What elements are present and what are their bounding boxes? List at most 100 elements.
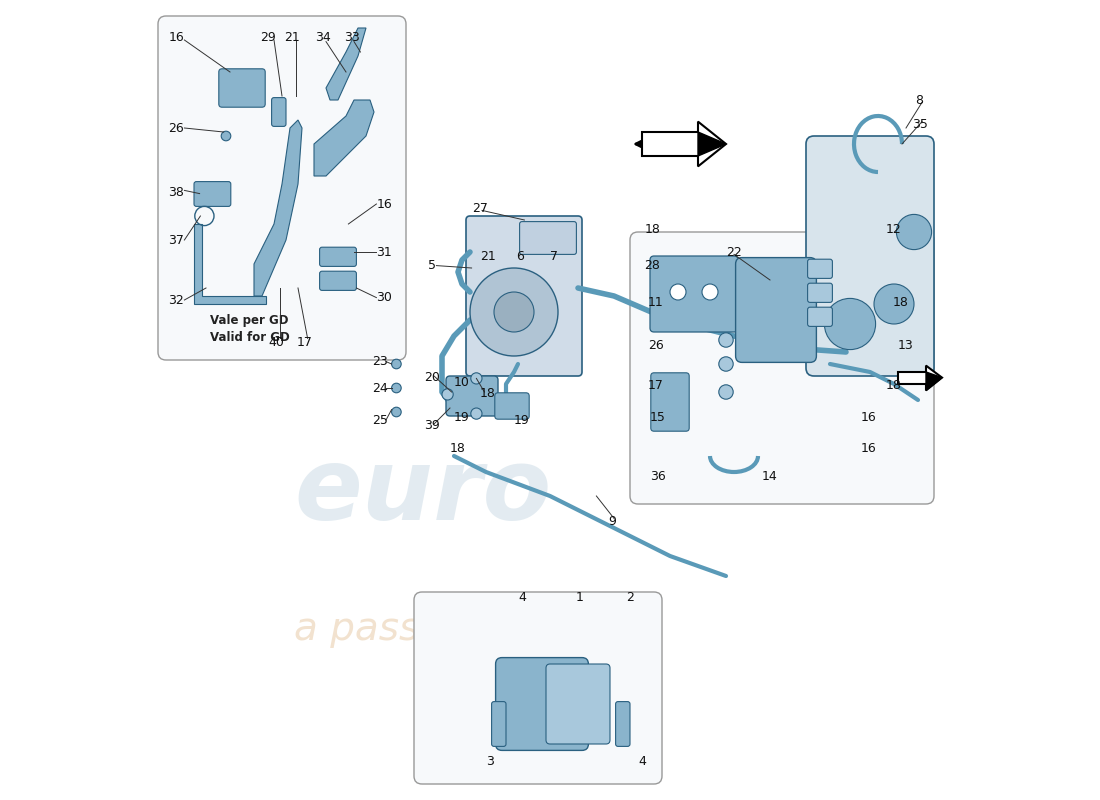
Circle shape — [874, 284, 914, 324]
Text: 23: 23 — [373, 355, 388, 368]
Polygon shape — [926, 372, 942, 390]
Text: 38: 38 — [168, 186, 185, 198]
Text: 24: 24 — [373, 382, 388, 394]
Text: 1: 1 — [575, 591, 583, 604]
Text: 10: 10 — [454, 376, 470, 389]
Text: 25: 25 — [373, 414, 388, 426]
Circle shape — [392, 383, 402, 393]
Circle shape — [718, 385, 734, 399]
FancyBboxPatch shape — [736, 258, 816, 362]
Text: 33: 33 — [343, 31, 360, 44]
FancyBboxPatch shape — [630, 232, 934, 504]
FancyBboxPatch shape — [158, 16, 406, 360]
Text: 18: 18 — [645, 223, 660, 236]
Polygon shape — [314, 100, 374, 176]
FancyBboxPatch shape — [219, 69, 265, 107]
Text: 4: 4 — [638, 755, 646, 768]
Text: euro: euro — [294, 444, 551, 541]
FancyBboxPatch shape — [495, 393, 529, 419]
Circle shape — [471, 373, 482, 384]
Text: 21: 21 — [480, 250, 495, 262]
Text: 9: 9 — [608, 515, 616, 528]
Text: 18: 18 — [480, 387, 495, 400]
Text: 16: 16 — [376, 198, 393, 210]
FancyBboxPatch shape — [616, 702, 630, 746]
Circle shape — [670, 284, 686, 300]
Circle shape — [494, 292, 534, 332]
Text: 27: 27 — [472, 202, 487, 214]
Text: 30: 30 — [376, 291, 393, 304]
Text: 5: 5 — [428, 259, 436, 272]
Text: 12: 12 — [887, 223, 902, 236]
FancyBboxPatch shape — [446, 376, 498, 416]
FancyBboxPatch shape — [519, 222, 576, 254]
Text: 26: 26 — [168, 122, 185, 134]
Text: 21: 21 — [285, 31, 300, 44]
Text: 18: 18 — [892, 296, 909, 309]
Circle shape — [718, 357, 734, 371]
FancyBboxPatch shape — [272, 98, 286, 126]
Text: 8: 8 — [915, 94, 924, 106]
FancyBboxPatch shape — [807, 307, 833, 326]
FancyBboxPatch shape — [496, 658, 588, 750]
Circle shape — [392, 359, 402, 369]
Text: Vale per GD: Vale per GD — [210, 314, 288, 327]
FancyBboxPatch shape — [466, 216, 582, 376]
FancyBboxPatch shape — [546, 664, 611, 744]
Polygon shape — [254, 120, 303, 296]
Circle shape — [392, 407, 402, 417]
Text: 40: 40 — [268, 336, 284, 349]
Text: 36: 36 — [650, 470, 666, 482]
Text: Valid for GD: Valid for GD — [210, 331, 289, 344]
FancyBboxPatch shape — [807, 259, 833, 278]
FancyBboxPatch shape — [492, 702, 506, 746]
FancyBboxPatch shape — [320, 271, 356, 290]
Text: 37: 37 — [168, 234, 185, 246]
Text: 35: 35 — [912, 118, 927, 130]
FancyBboxPatch shape — [194, 182, 231, 206]
Polygon shape — [898, 366, 942, 390]
FancyBboxPatch shape — [806, 136, 934, 376]
Text: 13: 13 — [898, 339, 914, 352]
Text: 26: 26 — [648, 339, 663, 352]
Circle shape — [702, 284, 718, 300]
Text: 17: 17 — [297, 336, 312, 349]
Text: 28: 28 — [645, 259, 660, 272]
FancyBboxPatch shape — [651, 373, 690, 431]
Circle shape — [718, 333, 734, 347]
Text: 4: 4 — [518, 591, 526, 604]
Text: 18: 18 — [887, 379, 902, 392]
FancyBboxPatch shape — [807, 283, 833, 302]
Text: 16: 16 — [168, 31, 185, 44]
Text: 29: 29 — [261, 31, 276, 44]
Text: a passion for...: a passion for... — [294, 610, 578, 648]
Text: 2: 2 — [626, 591, 634, 604]
Circle shape — [470, 268, 558, 356]
Text: 39: 39 — [424, 419, 440, 432]
Text: 19: 19 — [514, 414, 530, 426]
Text: 18: 18 — [450, 442, 466, 454]
Text: 19: 19 — [454, 411, 470, 424]
Text: 6: 6 — [516, 250, 524, 262]
Polygon shape — [194, 224, 266, 304]
Circle shape — [471, 408, 482, 419]
Text: 14: 14 — [762, 470, 778, 482]
Circle shape — [221, 131, 231, 141]
Text: 16: 16 — [860, 411, 877, 424]
FancyBboxPatch shape — [414, 592, 662, 784]
Circle shape — [896, 214, 932, 250]
Circle shape — [824, 298, 876, 350]
FancyBboxPatch shape — [320, 247, 356, 266]
Text: 20: 20 — [424, 371, 440, 384]
Circle shape — [442, 389, 453, 400]
Text: 34: 34 — [315, 31, 331, 44]
Text: 11: 11 — [648, 296, 663, 309]
Polygon shape — [698, 132, 726, 156]
Polygon shape — [642, 122, 726, 166]
Text: 22: 22 — [726, 246, 741, 258]
Text: 17: 17 — [648, 379, 663, 392]
Text: 31: 31 — [376, 246, 393, 258]
FancyBboxPatch shape — [650, 256, 738, 332]
Text: 7: 7 — [550, 250, 558, 262]
Text: 32: 32 — [168, 294, 185, 306]
